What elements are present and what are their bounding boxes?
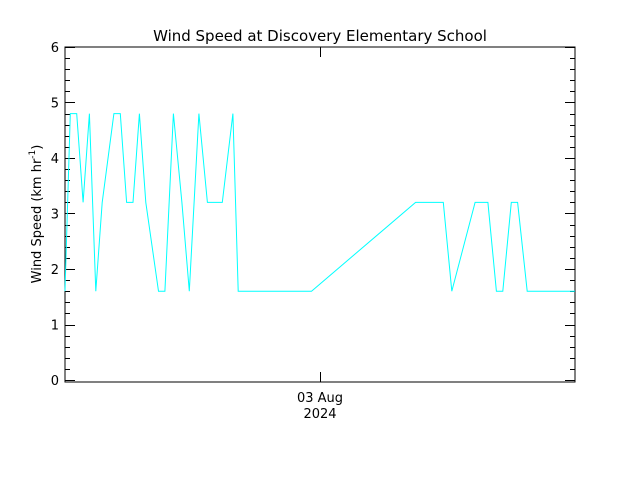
chart-title: Wind Speed at Discovery Elementary Schoo… [153, 27, 487, 45]
y-axis-label-close: ) [30, 145, 45, 150]
y-axis-label: Wind Speed (km hr-1) [28, 145, 45, 284]
y-axis-ticks [65, 47, 575, 381]
plot-frame [64, 46, 576, 383]
y-tick-label: 2 [51, 263, 59, 278]
x-axis-year-label: 2024 [303, 407, 336, 422]
y-tick-label: 0 [51, 374, 59, 389]
y-tick-label: 4 [51, 152, 59, 167]
y-axis-label-main: Wind Speed (km hr [30, 158, 45, 283]
wind-speed-series-line [64, 113, 575, 292]
y-tick-label: 6 [51, 41, 59, 56]
y-tick-label: 3 [51, 208, 59, 223]
y-tick-label: 1 [51, 319, 59, 334]
x-axis-date-label: 03 Aug [297, 391, 343, 406]
y-axis-tick-labels: 0 1 2 3 4 5 6 [51, 41, 59, 389]
y-axis-label-superscript: -1 [28, 150, 38, 159]
y-tick-label: 5 [51, 97, 59, 112]
